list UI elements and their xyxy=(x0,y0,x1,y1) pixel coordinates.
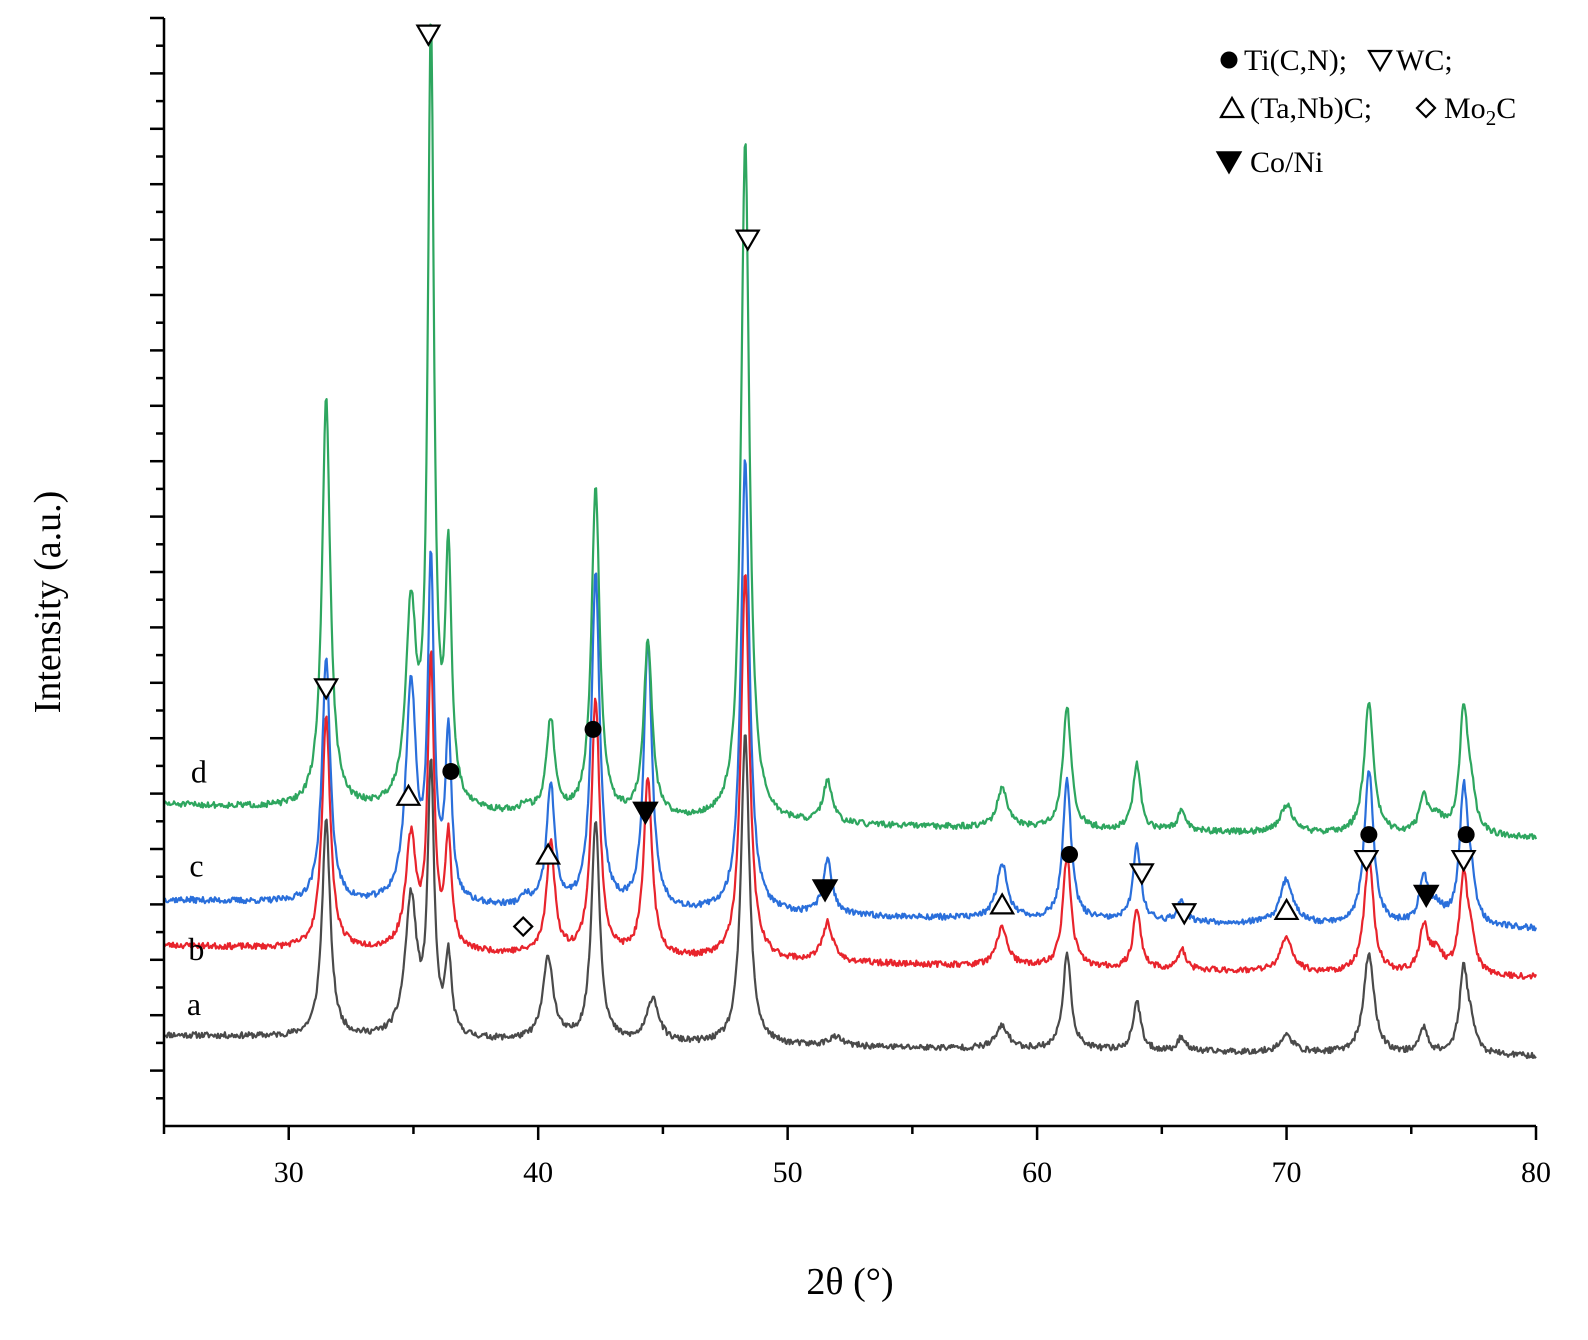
triangle-down-open-peak-marker xyxy=(1353,849,1380,873)
triangle-up-open-peak-marker xyxy=(1273,897,1300,921)
triangle-down-filled-peak-marker xyxy=(1412,884,1440,909)
triangle-down-open-peak-marker xyxy=(1450,849,1477,873)
triangle-up-open-peak-marker xyxy=(989,892,1016,915)
curve-label-d: d xyxy=(191,754,207,790)
y-ticks xyxy=(150,16,164,1100)
legend-label-2: (Ta,Nb)C; xyxy=(1250,92,1372,125)
curve-label-a: a xyxy=(187,986,201,1022)
circle-filled-legend-symbol xyxy=(1220,51,1238,69)
legend-label-3: Mo2C xyxy=(1444,92,1516,130)
peak-marker-layer xyxy=(313,24,1477,938)
plot-area: d c ba xyxy=(162,23,1538,1060)
triangle-up-open-legend-symbol xyxy=(1219,95,1245,119)
triangle-down-open-peak-marker xyxy=(1128,863,1155,886)
diamond-open-legend-symbol xyxy=(1415,97,1437,119)
legend: Ti(C,N); WC; (Ta,Nb)C; Mo2C Co/Ni xyxy=(1215,44,1516,179)
series-line-a xyxy=(163,734,1537,1060)
circle-filled-peak-marker xyxy=(442,762,460,780)
curve-label-layer: d c ba xyxy=(187,754,207,1023)
circle-filled-peak-marker xyxy=(584,720,602,738)
triangle-down-filled-peak-marker xyxy=(632,801,659,825)
circle-filled-peak-marker xyxy=(1360,826,1378,844)
series-line-c xyxy=(162,459,1538,932)
diamond-open-peak-marker xyxy=(512,916,534,938)
x-axis-title: 2θ (°) xyxy=(806,1261,893,1303)
curve-label-c: c xyxy=(189,848,203,884)
triangle-down-filled-legend-symbol xyxy=(1215,151,1243,175)
circle-filled-peak-marker xyxy=(1457,826,1475,844)
triangle-up-open-peak-marker xyxy=(535,842,562,865)
series-line-b xyxy=(163,574,1538,980)
y-axis-title: Intensity (a.u.) xyxy=(27,491,69,714)
curve-label-b: b xyxy=(188,931,204,967)
triangle-down-open-peak-marker xyxy=(734,229,761,252)
series-layer xyxy=(162,23,1538,1060)
triangle-up-open-peak-marker xyxy=(395,783,422,806)
triangle-down-filled-peak-marker xyxy=(811,879,839,903)
x-tick-label: 60 xyxy=(1022,1156,1052,1189)
x-tick-label: 50 xyxy=(773,1156,803,1189)
x-tick-label: 70 xyxy=(1272,1156,1302,1189)
x-ticks: 30 40 50 60 70 80 xyxy=(162,1126,1551,1189)
x-tick-label: 30 xyxy=(274,1156,304,1189)
series-line-d xyxy=(162,23,1538,840)
triangle-down-open-peak-marker xyxy=(1171,903,1198,926)
x-tick-label: 80 xyxy=(1521,1156,1551,1189)
x-tick-label: 40 xyxy=(523,1156,553,1189)
legend-label-1: WC; xyxy=(1396,44,1453,77)
triangle-down-open-peak-marker xyxy=(415,24,442,47)
legend-label-4: Co/Ni xyxy=(1250,146,1323,179)
triangle-down-open-legend-symbol xyxy=(1367,49,1393,73)
axes: 30 40 50 60 70 80 xyxy=(150,16,1551,1189)
circle-filled-peak-marker xyxy=(1061,846,1079,864)
triangle-down-open-peak-marker xyxy=(313,678,340,701)
legend-label-0: Ti(C,N); xyxy=(1244,44,1347,77)
